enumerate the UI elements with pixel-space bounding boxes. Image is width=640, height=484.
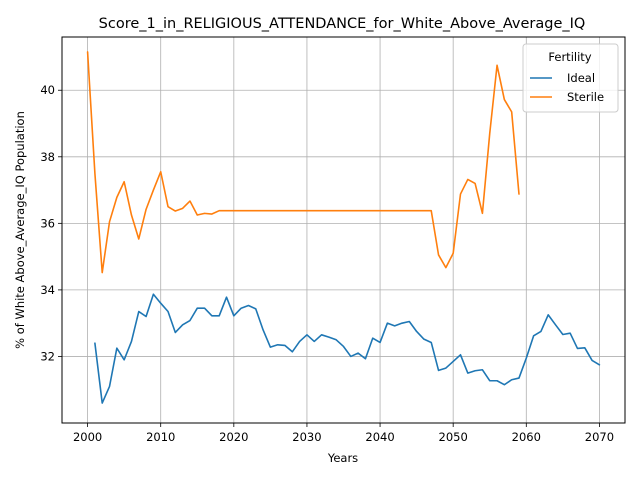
- series-line-sterile: [86, 51, 520, 274]
- legend: Fertility Ideal Sterile: [522, 43, 619, 113]
- x-tick-label: 2050: [439, 430, 468, 444]
- y-tick-label: 34: [40, 283, 55, 297]
- y-tick-label: 38: [40, 150, 55, 164]
- legend-label-sterile: Sterile: [567, 90, 604, 104]
- plot-frame: [61, 36, 626, 424]
- x-tick-label: 2000: [73, 430, 102, 444]
- x-tick-label: 2070: [585, 430, 614, 444]
- y-tick-label: 32: [40, 349, 55, 363]
- x-tick-label: 2010: [146, 430, 175, 444]
- y-axis-label: % of White Above_Average_IQ Population: [13, 111, 27, 349]
- series-lines: [86, 51, 601, 404]
- axis-ticks: 2000 2010 2020 2030 2040 2050 2060 2070 32 34 36 38…: [40, 83, 614, 444]
- chart-title: Score_1_in_RELIGIOUS_ATTENDANCE_for_Whit…: [99, 16, 586, 32]
- x-tick-label: 2030: [292, 430, 321, 444]
- x-axis-label: Years: [327, 451, 358, 465]
- y-tick-label: 40: [40, 83, 55, 97]
- x-tick-label: 2020: [219, 430, 248, 444]
- legend-box: [522, 43, 619, 113]
- x-tick-label: 2040: [365, 430, 394, 444]
- y-tick-label: 36: [40, 216, 55, 230]
- legend-label-ideal: Ideal: [567, 71, 595, 85]
- x-tick-label: 2060: [512, 430, 541, 444]
- series-line-ideal: [94, 293, 601, 404]
- legend-title: Fertility: [548, 50, 591, 64]
